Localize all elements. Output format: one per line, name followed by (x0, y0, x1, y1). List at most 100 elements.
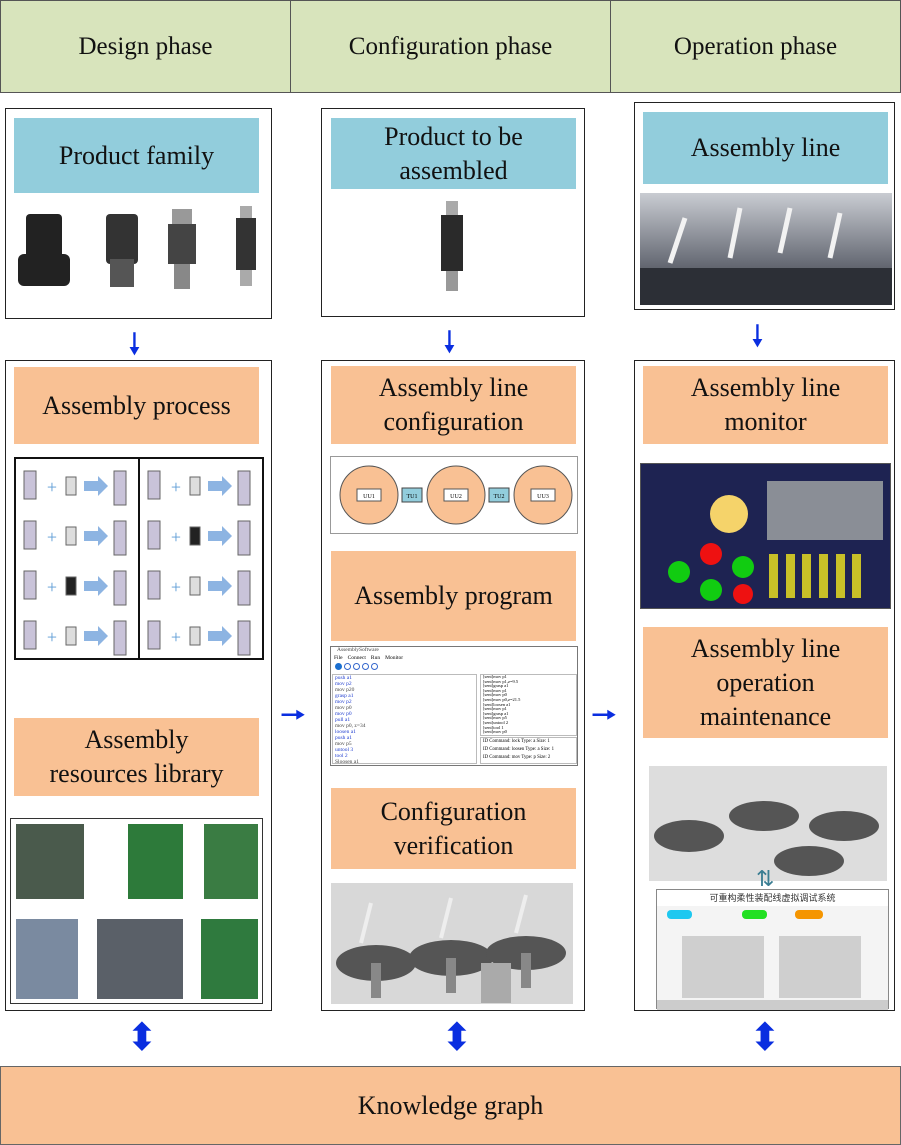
monitor-title: Assembly line monitor (643, 366, 888, 444)
resources-library-photos (10, 818, 263, 1004)
code-line: mov p2 (335, 681, 352, 687)
assembly-line-photo (640, 193, 892, 305)
unit-label: TU2 (494, 494, 505, 500)
verification-render (331, 883, 573, 1004)
product-family-panel: Product family (5, 108, 272, 319)
part-icon (23, 520, 37, 550)
operation-maintenance-title: Assembly line operation maintenance (643, 627, 888, 738)
sent-log: [sent]mov p1 [sent]mov p1,z=9.5 [sent]gras… (480, 674, 577, 736)
design-panel: Assembly process + + + + + + + + Assembly resou… (5, 360, 272, 1011)
code-line: Sloosen a1 (335, 759, 359, 764)
double-arrow-icon: ⬍ (126, 1017, 158, 1059)
log-line: [sent]tool 1 (483, 724, 504, 730)
assembly-line-title: Assembly line (643, 112, 888, 184)
transfer-unit (401, 487, 423, 503)
status-line: ID Command: lock Type: a Size: 1 (483, 739, 550, 744)
arrow-right-icon (208, 526, 232, 546)
menu-item[interactable]: Monitor (385, 655, 404, 661)
log-line: [sent]mov p0 (483, 692, 507, 698)
component-icon (189, 626, 201, 646)
log-line: [sent]mov p1 (483, 706, 507, 712)
code-line: loosen a1 (335, 729, 356, 735)
unit-label: UU2 (450, 494, 462, 500)
subassembly-icon (113, 620, 127, 656)
code-line: push a1 (335, 735, 352, 741)
component-icon (65, 526, 77, 546)
maintenance-render (649, 766, 887, 881)
knowledge-graph-bar: Knowledge graph (0, 1066, 901, 1145)
part-icon (147, 620, 161, 650)
double-arrow-icon: ⬍ (749, 1017, 781, 1059)
plus-icon: + (47, 527, 57, 547)
arrow-right-icon (84, 526, 108, 546)
arrow-down-icon: 🠗 (443, 326, 456, 359)
robot-actions-group (682, 936, 764, 998)
menu-item[interactable]: Connect (347, 655, 366, 661)
code-line: mov p0 (335, 711, 352, 717)
code-line: mov p0 (335, 705, 352, 711)
code-line: mov p2 (335, 699, 352, 705)
log-line: [sent]mov p1,z=9.5 (483, 678, 519, 684)
log-line: [sent]grasp a1 (483, 683, 509, 689)
plus-icon: + (171, 527, 181, 547)
sync-arrows-icon: ⇅ (756, 866, 775, 891)
assembly-program-title: Assembly program (331, 551, 576, 641)
resources-library-title: Assembly resources library (14, 718, 259, 796)
product-to-assemble-title: Product to be assembled (331, 118, 576, 189)
unit-actions-group (779, 936, 861, 998)
arrow-right-icon: 🠖 (591, 699, 618, 732)
part-icon (23, 470, 37, 500)
phase-header-configuration: Configuration phase (290, 0, 611, 93)
product-image (441, 201, 463, 291)
component-icon (189, 476, 201, 496)
code-line: mov p20 (335, 687, 355, 693)
code-line: tool 2 (335, 753, 348, 759)
bottom-nav[interactable] (657, 1000, 888, 1010)
plus-icon: + (171, 477, 181, 497)
subassembly-icon (237, 570, 251, 606)
plus-icon: + (171, 577, 181, 597)
component-icon (65, 476, 77, 496)
unit-label: UU1 (363, 494, 375, 500)
stop-button[interactable] (795, 910, 823, 919)
log-line: [sent]untool 2 (483, 719, 509, 725)
subassembly-icon (237, 470, 251, 506)
component-icon (189, 576, 201, 596)
log-line: [sent]mov p0 (483, 729, 507, 735)
code-line: untool 3 (335, 747, 354, 753)
phase-header-operation: Operation phase (610, 0, 901, 93)
plus-icon: + (47, 577, 57, 597)
code-line: mov p0, z=34 (335, 723, 366, 729)
menu-item[interactable]: Run (370, 655, 381, 661)
subassembly-icon (113, 520, 127, 556)
part-icon (147, 470, 161, 500)
menu-item[interactable]: File (334, 655, 343, 661)
arrow-down-icon: 🠗 (128, 328, 141, 361)
software-toolbar[interactable] (331, 663, 577, 672)
assembly-process-diagram: + + + + + + + + (14, 457, 264, 660)
code-editor[interactable]: push a1 mov p2 mov p20 grasp a1 mov p2 mov p0… (332, 674, 477, 764)
line-layout-diagram: UU1 UU2 UU3 TU1 TU2 (330, 456, 578, 534)
software-title: AssemblySoftware (337, 647, 379, 653)
code-line: pull a1 (335, 717, 351, 723)
resource-photo (16, 919, 78, 999)
part-icon (23, 570, 37, 600)
resource-photo (97, 919, 183, 999)
arrow-right-icon (84, 576, 108, 596)
log-line: [sent]mov p0,z=21.5 (483, 696, 521, 702)
init-button[interactable] (667, 910, 692, 919)
phase-header-design: Design phase (0, 0, 291, 93)
arrow-right-icon: 🠖 (280, 699, 307, 732)
part-icon (23, 620, 37, 650)
code-line: push a1 (335, 675, 352, 681)
code-line: grasp a1 (335, 693, 354, 699)
start-button[interactable] (742, 910, 767, 919)
virtual-debug-panel: 可重构柔性装配线虚拟调试系统 (656, 889, 889, 1010)
product-family-images (18, 206, 256, 289)
subassembly-icon (113, 470, 127, 506)
arrow-right-icon (84, 476, 108, 496)
subassembly-icon (237, 620, 251, 656)
arrow-right-icon (208, 476, 232, 496)
component-icon (189, 526, 201, 546)
configuration-panel: Assembly line configuration UU1 UU2 UU3 TU1… (321, 360, 585, 1011)
